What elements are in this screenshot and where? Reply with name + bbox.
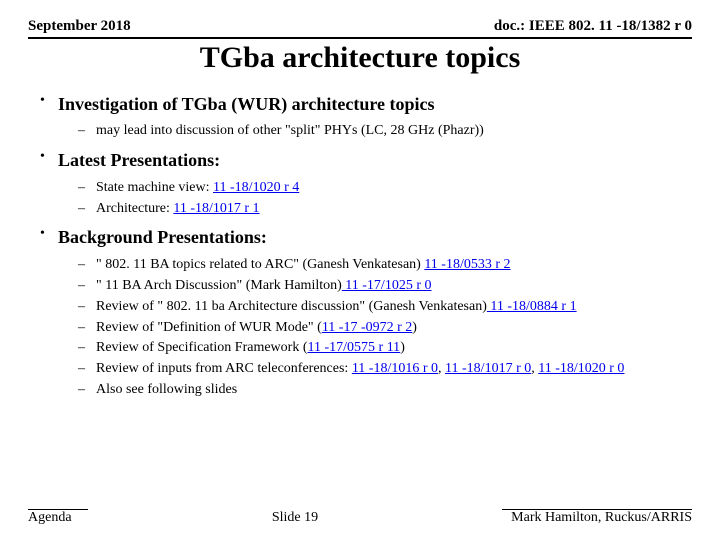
page-title: TGba architecture topics xyxy=(28,41,692,75)
item-text: Also see following slides xyxy=(96,382,237,397)
doc-link[interactable]: 11 -17/1025 r 0 xyxy=(342,278,432,293)
item-text: Review of Specification Framework ( xyxy=(96,340,308,355)
doc-link[interactable]: 11 -17 -0972 r 2 xyxy=(322,320,412,335)
list-item: " 802. 11 BA topics related to ARC" (Gan… xyxy=(78,256,692,275)
doc-link[interactable]: 11 -17/0575 r 11 xyxy=(308,340,401,355)
footer-right: Mark Hamilton, Ruckus/ARRIS xyxy=(502,509,692,526)
section-heading: Background Presentations: xyxy=(58,226,692,249)
item-text: ) xyxy=(400,340,405,355)
doc-link[interactable]: 11 -18/1020 r 0 xyxy=(538,361,624,376)
doc-link[interactable]: 11 -18/1017 r 0 xyxy=(445,361,531,376)
section-latest: Latest Presentations: State machine view… xyxy=(36,149,692,218)
content-list: Investigation of TGba (WUR) architecture… xyxy=(28,93,692,400)
list-item: may lead into discussion of other "split… xyxy=(78,122,692,141)
item-text: Review of inputs from ARC teleconference… xyxy=(96,361,352,376)
footer-row: Agenda Slide 19 Mark Hamilton, Ruckus/AR… xyxy=(28,509,692,526)
sub-list: may lead into discussion of other "split… xyxy=(58,122,692,141)
header-row: September 2018 doc.: IEEE 802. 11 -18/13… xyxy=(28,18,692,39)
doc-link[interactable]: 11 -18/0533 r 2 xyxy=(424,257,510,272)
footer-left: Agenda xyxy=(28,509,88,526)
list-item: Review of inputs from ARC teleconference… xyxy=(78,360,692,379)
section-investigation: Investigation of TGba (WUR) architecture… xyxy=(36,93,692,141)
item-text: Review of " 802. 11 ba Architecture disc… xyxy=(96,299,487,314)
item-text: ) xyxy=(412,320,417,335)
list-item: Architecture: 11 -18/1017 r 1 xyxy=(78,200,692,219)
item-text: , xyxy=(438,361,445,376)
item-text: Architecture: xyxy=(96,201,173,216)
doc-link[interactable]: 11 -18/1017 r 1 xyxy=(173,201,259,216)
header-date: September 2018 xyxy=(28,18,131,35)
item-text: " 11 BA Arch Discussion" (Mark Hamilton) xyxy=(96,278,342,293)
sub-list: State machine view: 11 -18/1020 r 4 Arch… xyxy=(58,179,692,219)
header-doc: doc.: IEEE 802. 11 -18/1382 r 0 xyxy=(494,18,692,35)
sub-list: " 802. 11 BA topics related to ARC" (Gan… xyxy=(58,256,692,400)
list-item: Also see following slides xyxy=(78,381,692,400)
doc-link[interactable]: 11 -18/1016 r 0 xyxy=(352,361,438,376)
item-text: Review of "Definition of WUR Mode" ( xyxy=(96,320,322,335)
list-item: State machine view: 11 -18/1020 r 4 xyxy=(78,179,692,198)
item-text: may lead into discussion of other "split… xyxy=(96,123,484,138)
section-heading: Latest Presentations: xyxy=(58,149,692,172)
item-text: " 802. 11 BA topics related to ARC" (Gan… xyxy=(96,257,424,272)
section-background: Background Presentations: " 802. 11 BA t… xyxy=(36,226,692,400)
doc-link[interactable]: 11 -18/1020 r 4 xyxy=(213,180,299,195)
list-item: Review of "Definition of WUR Mode" (11 -… xyxy=(78,319,692,338)
section-heading: Investigation of TGba (WUR) architecture… xyxy=(58,93,692,116)
doc-link[interactable]: 11 -18/0884 r 1 xyxy=(487,299,577,314)
list-item: Review of " 802. 11 ba Architecture disc… xyxy=(78,298,692,317)
item-text: State machine view: xyxy=(96,180,213,195)
footer-center: Slide 19 xyxy=(88,510,502,526)
list-item: Review of Specification Framework (11 -1… xyxy=(78,339,692,358)
list-item: " 11 BA Arch Discussion" (Mark Hamilton)… xyxy=(78,277,692,296)
